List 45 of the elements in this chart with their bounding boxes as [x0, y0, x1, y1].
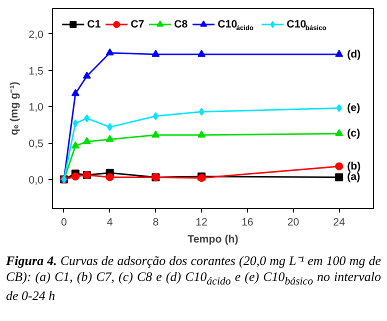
y-tick-label: 1,5: [28, 65, 44, 78]
point: [82, 137, 91, 144]
legend-label: C8: [174, 18, 188, 30]
point: [335, 129, 344, 136]
point: [336, 104, 342, 112]
y-tick-label: 0,0: [28, 174, 44, 186]
point: [71, 89, 80, 96]
y-axis-title: qₑ (mg g⁻¹): [8, 81, 21, 136]
point: [335, 50, 344, 57]
point: [152, 130, 160, 138]
point: [106, 134, 114, 142]
point: [152, 50, 160, 57]
x-tick-label: 20: [287, 216, 300, 228]
point: [82, 72, 91, 79]
point: [84, 114, 90, 122]
x-axis-title: Tempo (h): [188, 234, 239, 246]
text: Figura 4. Curvas de adsorção dos corantes (20,0 mg L⁻¹ em 100 mg de CB): (a) C1, (b) C7, (c) C8 e (d) C10$_{ácido}$ e (e) C10$_{básico}$ no intervalo de 0-24 h: [6, 253, 381, 304]
legend-label: C1: [87, 18, 101, 30]
point: [198, 108, 204, 116]
y-tick-label: 2,0: [28, 28, 44, 41]
annotation: (d): [347, 48, 362, 60]
y-tick-label: 0,5: [28, 138, 44, 150]
y-tick-label: 1,0: [28, 102, 44, 114]
legend-label: C7: [130, 18, 144, 30]
x-tick-label: 16: [241, 216, 254, 228]
annotation: (a): [347, 171, 361, 184]
point: [198, 50, 206, 57]
x-tick-label: 0: [61, 216, 67, 228]
x-tick-label: 24: [333, 216, 346, 228]
point: [198, 130, 206, 138]
x-tick-label: 8: [152, 216, 159, 228]
point: [72, 119, 78, 128]
annotation: (c): [347, 128, 361, 140]
annotation: (b): [347, 160, 362, 172]
point: [335, 162, 344, 170]
point: [106, 48, 114, 56]
point: [152, 112, 159, 120]
point: [106, 123, 113, 132]
x-tick-label: 12: [196, 216, 208, 228]
annotation: (e): [347, 102, 361, 114]
point: [71, 172, 80, 180]
point: [335, 173, 344, 182]
point: [106, 173, 114, 182]
x-tick-label: 4: [106, 216, 113, 228]
point: [71, 141, 80, 148]
